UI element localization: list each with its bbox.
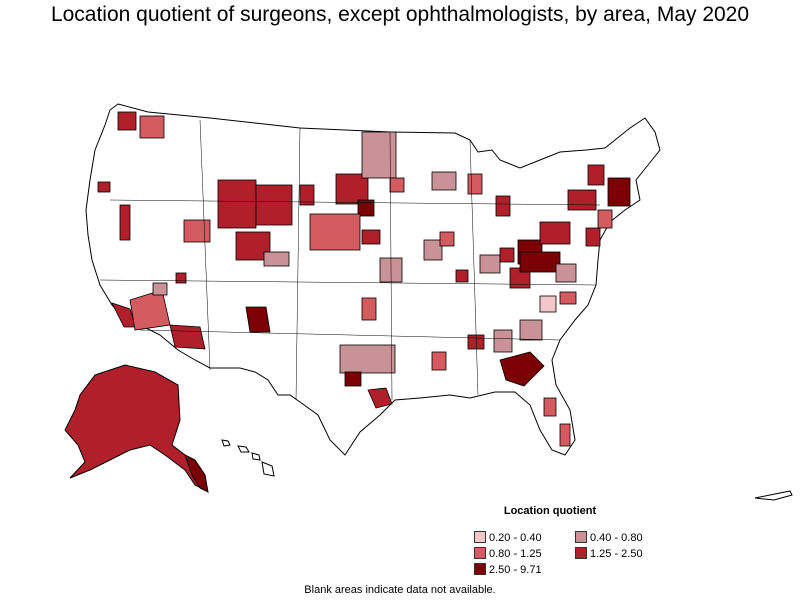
legend-item-1: 0.40 - 0.80 bbox=[575, 531, 643, 544]
legend-label: 0.20 - 0.40 bbox=[489, 532, 542, 544]
area-boundaries bbox=[99, 119, 601, 401]
legend-swatch bbox=[474, 547, 486, 559]
legend-swatch bbox=[575, 547, 587, 559]
legend-item-3: 1.25 - 2.50 bbox=[575, 547, 643, 560]
legend-title: Location quotient bbox=[503, 505, 597, 517]
legend: Location quotient 0.20 - 0.40 0.40 - 0.8… bbox=[470, 505, 680, 576]
hawaii-islands bbox=[221, 439, 275, 477]
shaded-areas bbox=[97, 111, 631, 447]
legend-item-4: 2.50 - 9.71 bbox=[474, 563, 542, 576]
legend-label: 0.80 - 1.25 bbox=[489, 548, 542, 560]
legend-item-2: 0.80 - 1.25 bbox=[474, 547, 542, 560]
legend-label: 1.25 - 2.50 bbox=[590, 548, 643, 560]
legend-swatch bbox=[474, 531, 486, 543]
footnote: Blank areas indicate data not available. bbox=[304, 584, 496, 596]
legend-label: 2.50 - 9.71 bbox=[489, 564, 542, 576]
legend-item-0: 0.20 - 0.40 bbox=[474, 531, 542, 544]
alaska-panhandle bbox=[184, 454, 209, 493]
alaska-outline bbox=[64, 364, 206, 491]
territory-islands bbox=[754, 490, 793, 501]
legend-swatch bbox=[575, 531, 587, 543]
legend-swatch bbox=[474, 563, 486, 575]
map-title: Location quotient of surgeons, except op… bbox=[50, 3, 750, 26]
legend-label: 0.40 - 0.80 bbox=[590, 532, 643, 544]
